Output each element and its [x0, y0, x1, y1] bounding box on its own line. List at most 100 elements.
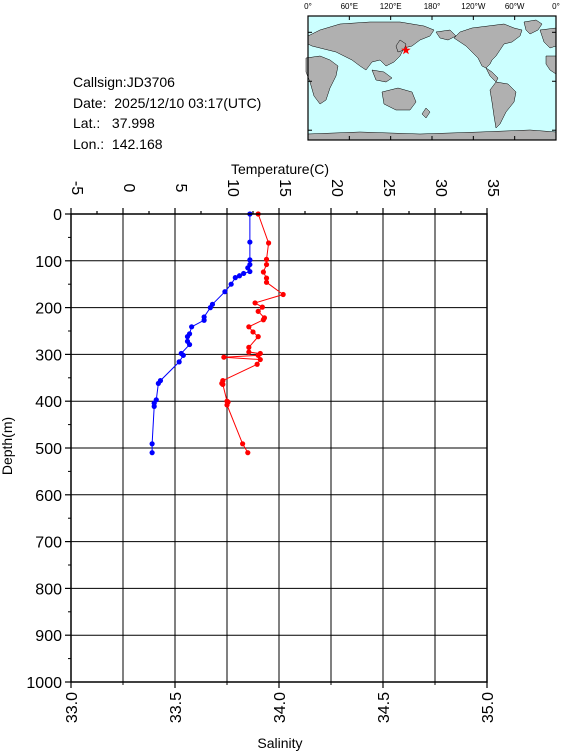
temperature-tick-label: 15	[276, 179, 293, 197]
temperature-data-point	[263, 279, 270, 285]
depth-tick-label: 700	[35, 535, 62, 552]
land-africa-west	[545, 55, 557, 75]
temperature-data-point	[260, 269, 266, 275]
station-info: Callsign:JD3706 Date: 2025/12/10 03:17(U…	[73, 72, 261, 154]
salinity-tick-label: 33.5	[168, 692, 185, 723]
salinity-data-point	[236, 273, 243, 279]
salinity-tick-label: 34.0	[272, 692, 289, 723]
date-line: Date: 2025/12/10 03:17(UTC)	[73, 93, 261, 114]
land-southeast-asia	[371, 69, 393, 83]
land-greenland	[523, 19, 543, 35]
land-north-america	[453, 23, 523, 69]
temperature-tick-label: 30	[432, 179, 449, 197]
salinity-data-point	[228, 281, 234, 287]
temperature-data-point	[221, 354, 227, 360]
salinity-data-point	[222, 289, 228, 295]
callsign-value: JD3706	[126, 74, 175, 90]
salinity-data-point	[180, 352, 186, 358]
land-australia	[381, 87, 417, 111]
temperature-tick-label: 35	[484, 179, 501, 197]
salinity-data-point	[151, 403, 157, 409]
salinity-data-point	[149, 450, 155, 456]
temperature-data-point	[280, 291, 286, 298]
land-europe-west	[539, 27, 557, 49]
temperature-data-point	[224, 402, 230, 408]
depth-axis-label: Depth(m)	[0, 417, 15, 475]
map-land	[305, 19, 557, 141]
map-lon-tick-label: 180°	[424, 2, 441, 11]
salinity-data-point	[155, 380, 161, 387]
map-ticks	[307, 16, 557, 140]
temperature-data-point	[263, 256, 270, 262]
depth-tick-label: 600	[35, 488, 62, 505]
temperature-data-point	[240, 441, 246, 447]
plot-frame	[70, 213, 488, 683]
temperature-data-point	[245, 450, 251, 456]
callsign-label: Callsign:	[73, 74, 127, 90]
temperature-tick-label: 25	[380, 179, 397, 197]
map-lon-tick-label: 0°	[304, 2, 312, 11]
temperature-data-point	[260, 317, 266, 323]
temperature-tick-label: 5	[172, 184, 189, 193]
temperature-data-point	[263, 261, 270, 268]
land-new-zealand	[421, 107, 431, 119]
salinity-data-point	[207, 305, 213, 311]
depth-tick-label: 800	[35, 581, 62, 598]
lon-value: 142.168	[111, 135, 163, 152]
map-lon-tick-label: 60°W	[505, 2, 525, 11]
lat-value: 37.998	[111, 115, 155, 131]
temperature-data-point	[252, 300, 258, 306]
depth-tick-label: 0	[53, 207, 62, 224]
depth-tick-label: 200	[35, 301, 62, 318]
lat-line: Lat.: 37.998	[73, 113, 261, 134]
temperature-data-point	[220, 381, 226, 387]
temperature-tick-label: -5	[68, 181, 85, 195]
land-alaska	[435, 29, 457, 41]
depth-tick-label: 900	[35, 628, 62, 645]
salinity-data-point	[201, 317, 207, 323]
salinity-axis-label: Salinity	[257, 735, 302, 751]
date-label: Date:	[73, 94, 107, 111]
temperature-data-point	[246, 349, 252, 355]
land-eurasia	[307, 21, 435, 71]
salinity-data-point	[186, 341, 193, 348]
salinity-tick-label: 35.0	[480, 692, 497, 723]
temperature-tick-label: 10	[224, 179, 241, 197]
temperature-data-point	[259, 304, 265, 310]
temperature-data-point	[257, 356, 263, 363]
temperature-data-point	[263, 275, 270, 281]
salinity-data-point	[189, 324, 195, 330]
depth-tick-label: 400	[35, 394, 62, 411]
chart-series	[149, 211, 286, 456]
temperature-axis-label: Temperature(C)	[231, 161, 329, 177]
date-value: 2025/12/10 03:17(UTC)	[114, 94, 262, 111]
temperature-data-point	[254, 361, 260, 367]
salinity-profile-line	[151, 214, 251, 453]
temperature-data-point	[250, 329, 256, 335]
salinity-tick-label: 33.0	[64, 692, 81, 723]
chart-tick-labels: -5 0 5 10 15 20 25 30 35 0 100 200 300 400 500 600 700 80…	[26, 179, 500, 723]
map-lon-tick-label: 0°	[552, 2, 560, 11]
map-lon-tick-label: 120°W	[461, 2, 486, 11]
map-lon-tick-label: 60°E	[341, 2, 358, 11]
lon-line: Lon.: 142.168	[73, 134, 261, 155]
lon-label: Lon.:	[73, 135, 105, 152]
temperature-data-point	[255, 334, 261, 340]
salinity-data-point	[149, 441, 155, 447]
depth-tick-label: 500	[35, 441, 62, 458]
chart-grid	[70, 213, 488, 683]
salinity-tick-label: 34.5	[376, 692, 393, 723]
temperature-data-point	[246, 344, 252, 350]
salinity-data-point	[247, 257, 253, 263]
depth-tick-label: 100	[35, 254, 62, 271]
land-south-america	[489, 81, 517, 129]
temperature-tick-label: 20	[328, 179, 345, 197]
salinity-data-point	[241, 270, 247, 277]
profile-chart: Temperature(C) Salinity Depth(m) -5 0 5 10 1…	[0, 161, 501, 751]
station-marker-icon	[401, 45, 411, 55]
map-lon-tick-label: 120°E	[380, 2, 402, 11]
land-africa	[305, 55, 339, 105]
land-central-america	[485, 67, 499, 83]
temperature-tick-label: 0	[120, 184, 137, 193]
